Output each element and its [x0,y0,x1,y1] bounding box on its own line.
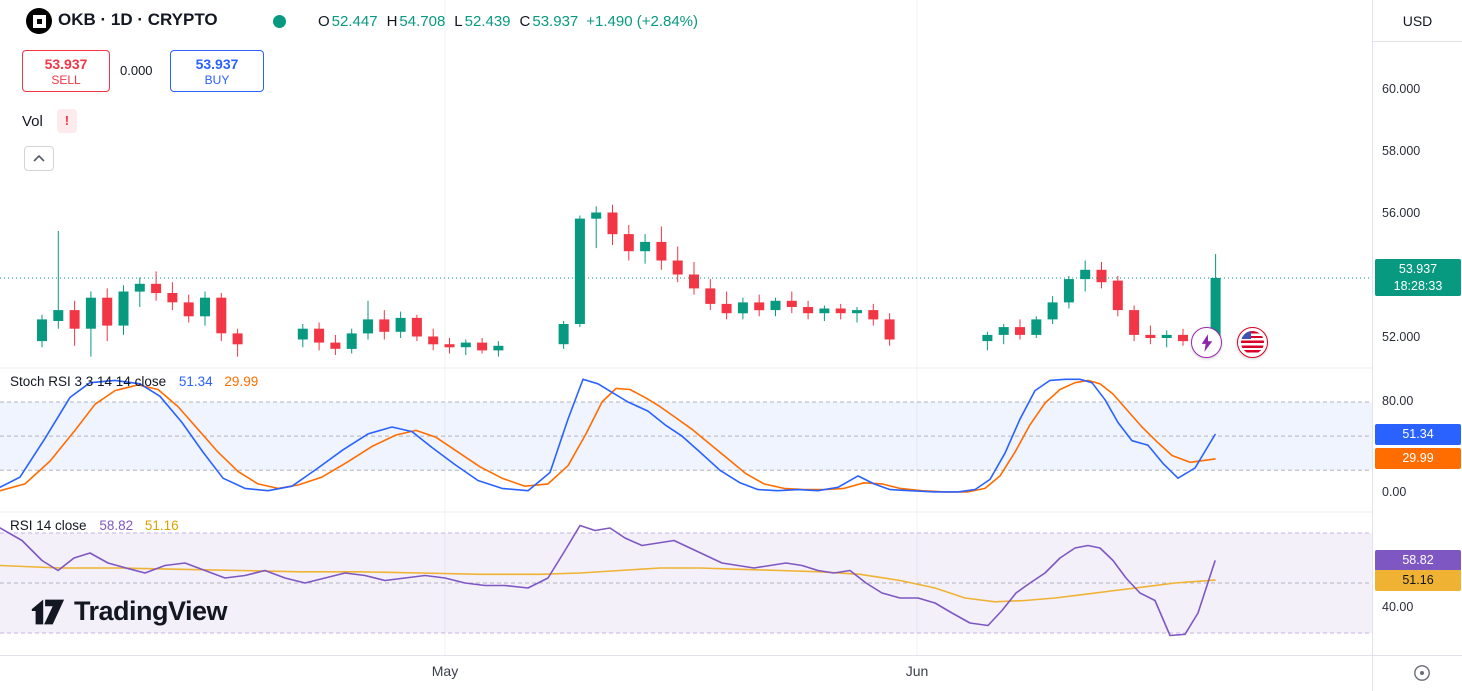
lightning-bolt-icon [1201,333,1212,352]
close-value: 53.937 [532,13,579,30]
ohlc-values: O 52.447 H 54.708 L 52.439 C 53.937 +1.490 (+2.8… [318,13,698,30]
currency-selector[interactable]: USD [1373,0,1462,42]
rsi-ma-value: 51.16 [144,518,179,533]
time-axis-separator [0,655,1462,656]
current-price-value: 53.937 [1398,262,1438,277]
sell-button[interactable]: 53.937 SELL [22,50,110,92]
stoch-k-badge: 51.34 [1375,424,1461,446]
us-flag-icon [1241,331,1264,354]
tradingview-watermark-text: TradingView [74,596,228,626]
current-price-badge: 53.937 18:28:33 [1375,259,1461,297]
scale-tick-label: 56.000 [1382,206,1421,220]
scale-settings-icon[interactable] [1412,663,1432,683]
spread-value: 0.000 [120,63,153,78]
close-label: C [519,13,531,30]
scale-tick-label: 80.00 [1382,394,1414,408]
scale-tick-label: 0.00 [1382,485,1407,499]
low-label: L [454,13,463,30]
scale-tick-label: 58.000 [1382,144,1421,158]
buy-price: 53.937 [195,56,239,72]
stoch-rsi-legend[interactable]: Stoch RSI 3 3 14 14 close 51.34 29.99 [10,374,258,389]
time-axis[interactable]: May Jun [0,656,1372,691]
okb-logo-icon [26,8,52,34]
scale-tick-label: 40.00 [1382,600,1414,614]
scale-tick-label: 52.000 [1382,330,1421,344]
scale-tick-label: 60.000 [1382,82,1421,96]
stoch-k-value: 51.34 [178,374,213,389]
stoch-rsi-title: Stoch RSI 3 3 14 14 close [10,374,167,389]
collapse-legend-button[interactable] [24,146,54,171]
open-label: O [318,13,330,30]
tradingview-logo-icon [31,599,65,624]
volume-warning-icon[interactable]: ! [56,109,77,133]
chevron-up-icon [33,155,45,162]
flash-idea-button[interactable] [1191,327,1222,358]
bar-countdown: 18:28:33 [1393,279,1443,294]
time-axis-label: May [431,663,459,679]
symbol-title[interactable]: OKB · 1D · CRYPTO [58,10,218,29]
sell-price: 53.937 [44,56,88,72]
buy-label: BUY [204,73,230,87]
change-value: +1.490 (+2.84%) [586,13,699,30]
rsi-legend[interactable]: RSI 14 close 58.82 51.16 [10,518,179,533]
high-label: H [386,13,398,30]
rsi-ma-badge: 51.16 [1375,569,1461,591]
open-value: 52.447 [331,13,378,30]
chart-canvas[interactable] [0,0,1372,655]
sell-label: SELL [51,73,81,87]
us-market-flag-button[interactable] [1237,327,1268,358]
volume-label: Vol [22,112,43,130]
time-axis-label: Jun [905,663,929,679]
rsi-title: RSI 14 close [10,518,87,533]
price-scale[interactable]: USD 60.000 58.000 56.000 52.000 80.00 0.00 40.… [1372,0,1462,691]
buy-button[interactable]: 53.937 BUY [170,50,264,92]
low-value: 52.439 [464,13,511,30]
tradingview-watermark[interactable]: TradingView [28,596,228,627]
rsi-value: 58.82 [99,518,134,533]
rsi-badge: 58.82 [1375,550,1461,572]
volume-legend[interactable]: Vol ! [22,109,77,133]
market-status-icon[interactable] [273,15,286,28]
stoch-d-badge: 29.99 [1375,448,1461,470]
stoch-d-value: 29.99 [224,374,259,389]
high-value: 54.708 [399,13,446,30]
